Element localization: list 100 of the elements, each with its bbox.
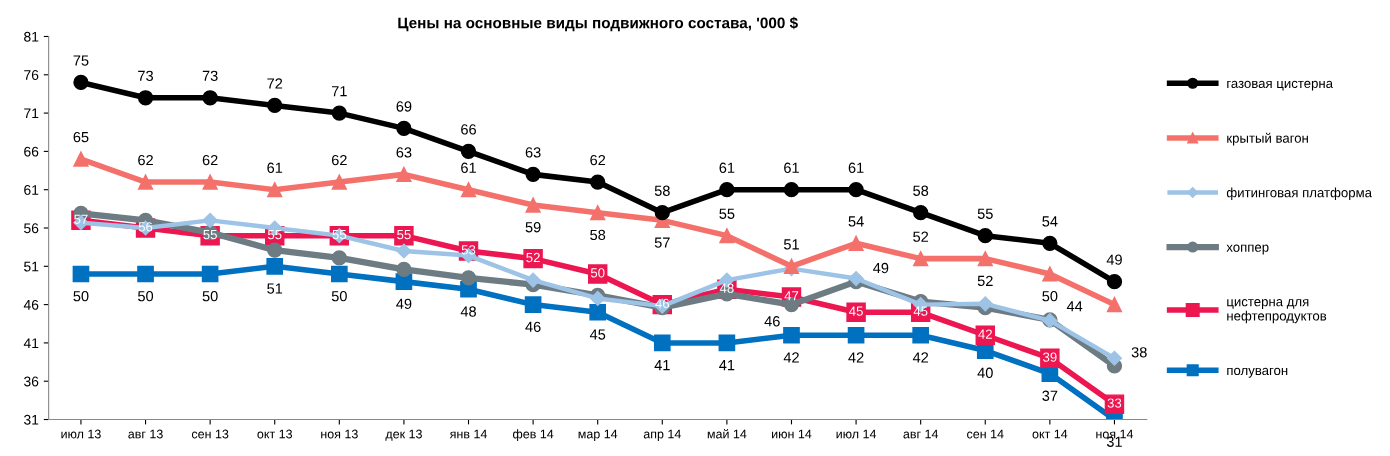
data-label: 40 xyxy=(977,367,993,378)
y-tick-label: 61 xyxy=(24,185,39,195)
point xyxy=(460,143,477,160)
point xyxy=(137,174,154,190)
x-tick-label: апр 14 xyxy=(643,429,681,441)
point xyxy=(1106,273,1123,290)
data-label: 50 xyxy=(590,268,605,278)
data-label: 41 xyxy=(719,360,735,371)
data-label: 50 xyxy=(138,291,154,302)
point xyxy=(396,261,412,278)
data-label: 44 xyxy=(1066,301,1083,312)
x-tick-label: май 14 xyxy=(707,429,747,439)
point xyxy=(718,334,736,352)
data-label: 38 xyxy=(1131,347,1147,358)
data-label: 56 xyxy=(138,222,153,232)
data-label: 61 xyxy=(848,162,864,173)
data-label: 50 xyxy=(331,291,347,302)
data-label: 51 xyxy=(783,239,799,250)
data-label: 61 xyxy=(461,162,476,173)
point xyxy=(590,205,606,221)
data-label: 75 xyxy=(73,55,89,66)
data-label: 63 xyxy=(396,147,412,158)
data-label: 71 xyxy=(331,86,347,97)
y-tick-label: 56 xyxy=(24,223,39,234)
data-label: 55 xyxy=(719,208,735,219)
data-label: 52 xyxy=(977,275,993,287)
data-label: 51 xyxy=(267,283,283,294)
data-label: 57 xyxy=(654,237,670,248)
data-label: 72 xyxy=(267,78,283,89)
point xyxy=(331,250,347,266)
point xyxy=(977,251,993,267)
point xyxy=(330,265,348,283)
data-label: 46 xyxy=(525,321,541,332)
y-tick-label: 76 xyxy=(24,70,39,80)
y-tick-label: 71 xyxy=(24,108,39,119)
y-tick-label: 51 xyxy=(24,261,39,272)
data-label: 73 xyxy=(138,70,154,81)
point xyxy=(1106,350,1123,366)
point xyxy=(783,326,800,344)
data-label: 39 xyxy=(1043,352,1057,362)
data-label: 69 xyxy=(396,101,412,112)
x-tick-label: сен 13 xyxy=(191,429,229,439)
point xyxy=(1042,235,1058,251)
point xyxy=(912,326,930,344)
data-label: 45 xyxy=(913,306,928,316)
x-tick-label: июн 14 xyxy=(772,429,812,439)
data-label: 52 xyxy=(526,252,540,263)
data-label: 42 xyxy=(848,352,864,363)
data-label: 57 xyxy=(74,214,88,224)
point xyxy=(1042,266,1058,282)
data-label: 50 xyxy=(1042,291,1058,302)
x-tick-label: дек 13 xyxy=(385,429,422,441)
data-label: 62 xyxy=(138,154,153,166)
x-tick-label: июл 13 xyxy=(61,429,101,439)
data-label: 55 xyxy=(203,230,217,240)
point xyxy=(977,296,993,312)
point xyxy=(73,151,89,167)
point xyxy=(719,228,735,244)
point xyxy=(977,228,993,244)
point xyxy=(589,303,607,321)
data-label: 61 xyxy=(719,162,735,173)
data-label: 49 xyxy=(1106,254,1122,265)
data-label: 54 xyxy=(1042,216,1058,227)
x-tick-label: окт 13 xyxy=(257,429,293,439)
point xyxy=(266,257,284,275)
data-label: 48 xyxy=(460,306,476,317)
y-tick-label: 36 xyxy=(24,376,39,387)
data-label: 55 xyxy=(267,230,282,240)
legend-label: фитинговая платформа xyxy=(1226,187,1372,200)
data-label: 47 xyxy=(784,291,799,301)
point xyxy=(913,205,929,221)
point xyxy=(267,182,283,198)
point xyxy=(202,174,218,190)
data-label: 73 xyxy=(202,70,218,81)
data-label: 42 xyxy=(978,329,992,339)
point xyxy=(525,272,541,288)
legend-label: хоппер xyxy=(1226,244,1269,255)
point xyxy=(525,166,541,183)
point xyxy=(847,326,865,344)
point xyxy=(137,265,154,283)
data-label: 62 xyxy=(590,154,606,166)
y-tick-label: 81 xyxy=(24,31,39,42)
x-tick-label: мар 14 xyxy=(578,429,618,441)
data-label: 52 xyxy=(913,231,929,242)
point xyxy=(654,205,670,221)
data-label: 66 xyxy=(461,124,476,135)
data-label: 46 xyxy=(655,298,670,309)
legend-label: цистерна для нефтепродуктов xyxy=(1227,299,1327,324)
point xyxy=(913,251,929,267)
point xyxy=(719,182,735,198)
point xyxy=(1106,296,1123,313)
data-label: 41 xyxy=(654,360,670,371)
point xyxy=(331,174,347,190)
data-label: 59 xyxy=(525,222,541,233)
point xyxy=(202,212,218,228)
data-label: 50 xyxy=(73,291,89,302)
data-label: 33 xyxy=(1107,398,1122,408)
x-tick-label: сен 14 xyxy=(967,429,1004,439)
x-tick-label: авг 14 xyxy=(903,429,939,439)
point xyxy=(396,243,412,259)
